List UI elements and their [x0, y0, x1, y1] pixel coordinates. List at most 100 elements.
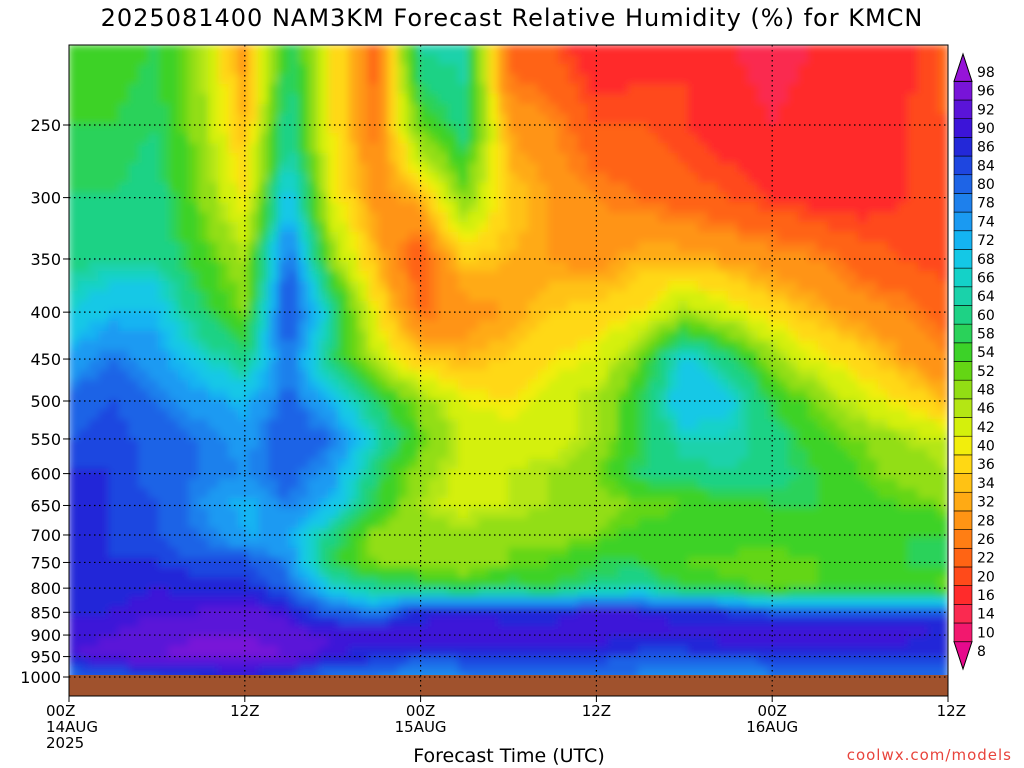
heatmap-cell — [88, 458, 100, 470]
heatmap-cell — [338, 241, 350, 253]
heatmap-cell — [937, 448, 948, 460]
heatmap-cell — [907, 202, 919, 214]
heatmap-cell — [238, 320, 250, 332]
heatmap-cell — [458, 389, 470, 401]
heatmap-cell — [627, 83, 639, 95]
heatmap-cell — [368, 45, 380, 56]
heatmap-cell — [168, 350, 180, 362]
heatmap-cell — [847, 448, 859, 460]
heatmap-cell — [627, 340, 639, 352]
heatmap-cell — [557, 596, 569, 608]
heatmap-cell — [428, 379, 440, 391]
heatmap-cell — [448, 458, 460, 470]
heatmap-cell — [687, 468, 699, 480]
heatmap-cell — [448, 350, 460, 362]
heatmap-cell — [448, 202, 460, 214]
heatmap-cell — [348, 192, 360, 204]
heatmap-cell — [917, 83, 929, 95]
heatmap-cell — [717, 261, 729, 273]
heatmap-cell — [418, 587, 430, 598]
heatmap-cell — [757, 399, 769, 411]
heatmap-cell — [797, 222, 809, 233]
heatmap-cell — [847, 478, 859, 490]
heatmap-cell — [488, 45, 500, 56]
heatmap-cell — [777, 153, 789, 164]
heatmap-cell — [288, 527, 300, 539]
heatmap-cell — [857, 300, 869, 312]
heatmap-cell — [468, 389, 480, 401]
heatmap-cell — [737, 113, 749, 125]
heatmap-cell — [338, 379, 350, 391]
heatmap-cell — [837, 83, 849, 95]
heatmap-cell — [597, 271, 609, 283]
heatmap-cell — [897, 133, 909, 145]
heatmap-cell — [88, 350, 100, 362]
heatmap-cell — [278, 231, 290, 243]
heatmap-cell — [937, 162, 948, 174]
heatmap-cell — [537, 212, 549, 224]
heatmap-cell — [577, 399, 589, 411]
heatmap-cell — [168, 508, 180, 519]
heatmap-cell — [178, 143, 190, 154]
heatmap-cell — [458, 517, 470, 529]
heatmap-cell — [488, 537, 500, 549]
heatmap-cell — [527, 261, 539, 273]
heatmap-cell — [637, 330, 649, 342]
heatmap-cell — [597, 478, 609, 490]
heatmap-cell — [917, 370, 929, 381]
heatmap-cell — [727, 113, 739, 125]
heatmap-cell — [917, 517, 929, 529]
heatmap-cell — [577, 587, 589, 598]
heatmap-cell — [218, 596, 230, 608]
heatmap-cell — [318, 83, 330, 95]
heatmap-cell — [248, 64, 260, 76]
heatmap-cell — [178, 231, 190, 243]
heatmap-cell — [178, 251, 190, 263]
heatmap-cell — [208, 557, 220, 569]
heatmap-cell — [248, 596, 260, 608]
heatmap-cell — [797, 547, 809, 559]
heatmap-cell — [867, 45, 879, 56]
heatmap-cell — [807, 498, 819, 510]
heatmap-cell — [587, 547, 599, 559]
heatmap-cell — [857, 458, 869, 470]
heatmap-cell — [597, 153, 609, 164]
heatmap-cell — [288, 202, 300, 214]
heatmap-cell — [717, 448, 729, 460]
heatmap-cell — [69, 222, 80, 233]
heatmap-cell — [727, 310, 739, 322]
heatmap-cell — [897, 587, 909, 598]
heatmap-cell — [717, 527, 729, 539]
heatmap-cell — [218, 527, 230, 539]
heatmap-cell — [747, 241, 759, 253]
heatmap-cell — [807, 458, 819, 470]
heatmap-cell — [158, 517, 170, 529]
heatmap-cell — [517, 458, 529, 470]
heatmap-cell — [78, 192, 90, 204]
heatmap-cell — [108, 271, 120, 283]
heatmap-cell — [458, 300, 470, 312]
heatmap-cell — [448, 320, 460, 332]
heatmap-cell — [368, 488, 380, 500]
heatmap-cell — [907, 498, 919, 510]
heatmap-cell — [627, 241, 639, 253]
heatmap-cell — [468, 64, 480, 76]
heatmap-cell — [937, 54, 948, 66]
heatmap-cell — [208, 202, 220, 214]
heatmap-cell — [438, 350, 450, 362]
heatmap-cell — [278, 281, 290, 293]
heatmap-cell — [288, 45, 300, 56]
heatmap-cell — [488, 281, 500, 293]
heatmap-cell — [657, 133, 669, 145]
heatmap-cell — [877, 74, 889, 85]
heatmap-cell — [498, 281, 509, 293]
heatmap-cell — [188, 340, 200, 352]
heatmap-cell — [717, 557, 729, 569]
heatmap-cell — [577, 478, 589, 490]
heatmap-cell — [328, 143, 340, 154]
heatmap-cell — [797, 350, 809, 362]
heatmap-cell — [218, 64, 230, 76]
heatmap-cell — [148, 498, 160, 510]
heatmap-cell — [727, 360, 739, 371]
heatmap-cell — [308, 330, 320, 342]
